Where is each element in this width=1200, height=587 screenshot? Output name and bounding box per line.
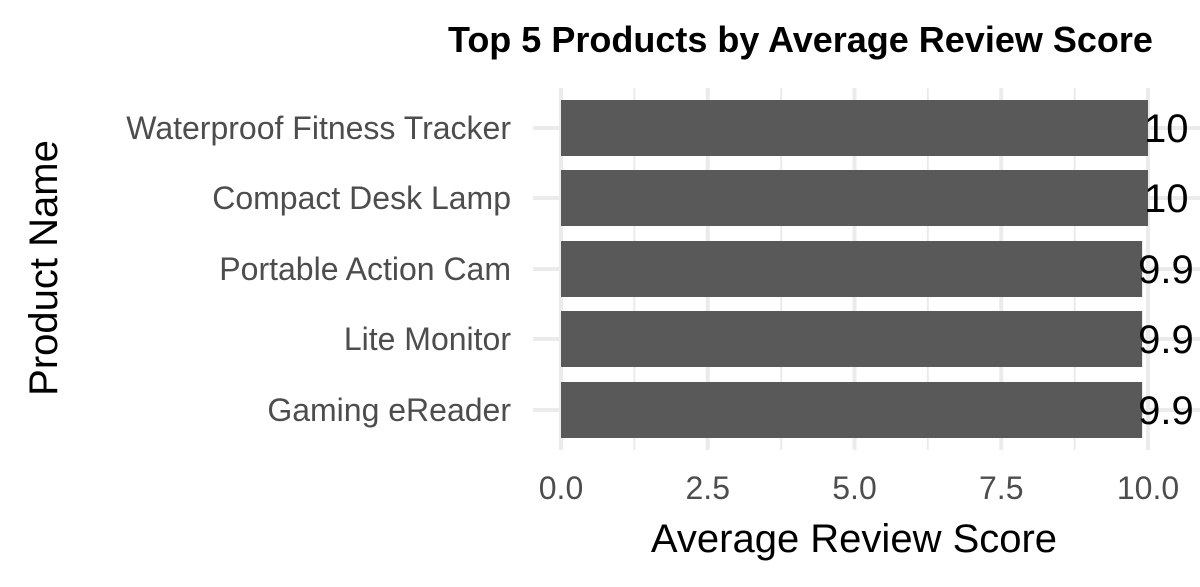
data-label: 10	[1144, 177, 1189, 221]
x-axis-title: Average Review Score	[651, 517, 1057, 561]
data-label: 9.9	[1138, 318, 1194, 362]
bar	[561, 311, 1143, 367]
x-tick-label: 0.0	[539, 470, 583, 506]
bars	[561, 100, 1148, 438]
y-tick-label: Waterproof Fitness Tracker	[126, 110, 511, 146]
y-axis-ticks: Waterproof Fitness Tracker Compact Desk L…	[126, 110, 511, 428]
data-label: 9.9	[1138, 389, 1194, 433]
y-tick-label: Compact Desk Lamp	[212, 180, 511, 216]
bar	[561, 100, 1148, 156]
x-tick-label: 10.0	[1117, 470, 1179, 506]
y-axis-title: Product Name	[22, 140, 66, 396]
y-tick-label: Portable Action Cam	[219, 251, 511, 287]
data-label: 9.9	[1138, 248, 1194, 292]
data-labels: 10 10 9.9 9.9 9.9	[1138, 107, 1194, 433]
bar	[561, 382, 1143, 438]
bar	[561, 241, 1143, 297]
bar	[561, 170, 1148, 226]
x-tick-label: 7.5	[979, 470, 1023, 506]
chart-title: Top 5 Products by Average Review Score	[448, 19, 1153, 60]
y-tick-label: Gaming eReader	[267, 392, 511, 428]
data-label: 10	[1144, 107, 1189, 151]
y-tick-label: Lite Monitor	[344, 321, 512, 357]
x-tick-label: 2.5	[686, 470, 730, 506]
x-axis-ticks: 0.0 2.5 5.0 7.5 10.0	[539, 470, 1179, 506]
x-tick-label: 5.0	[832, 470, 876, 506]
